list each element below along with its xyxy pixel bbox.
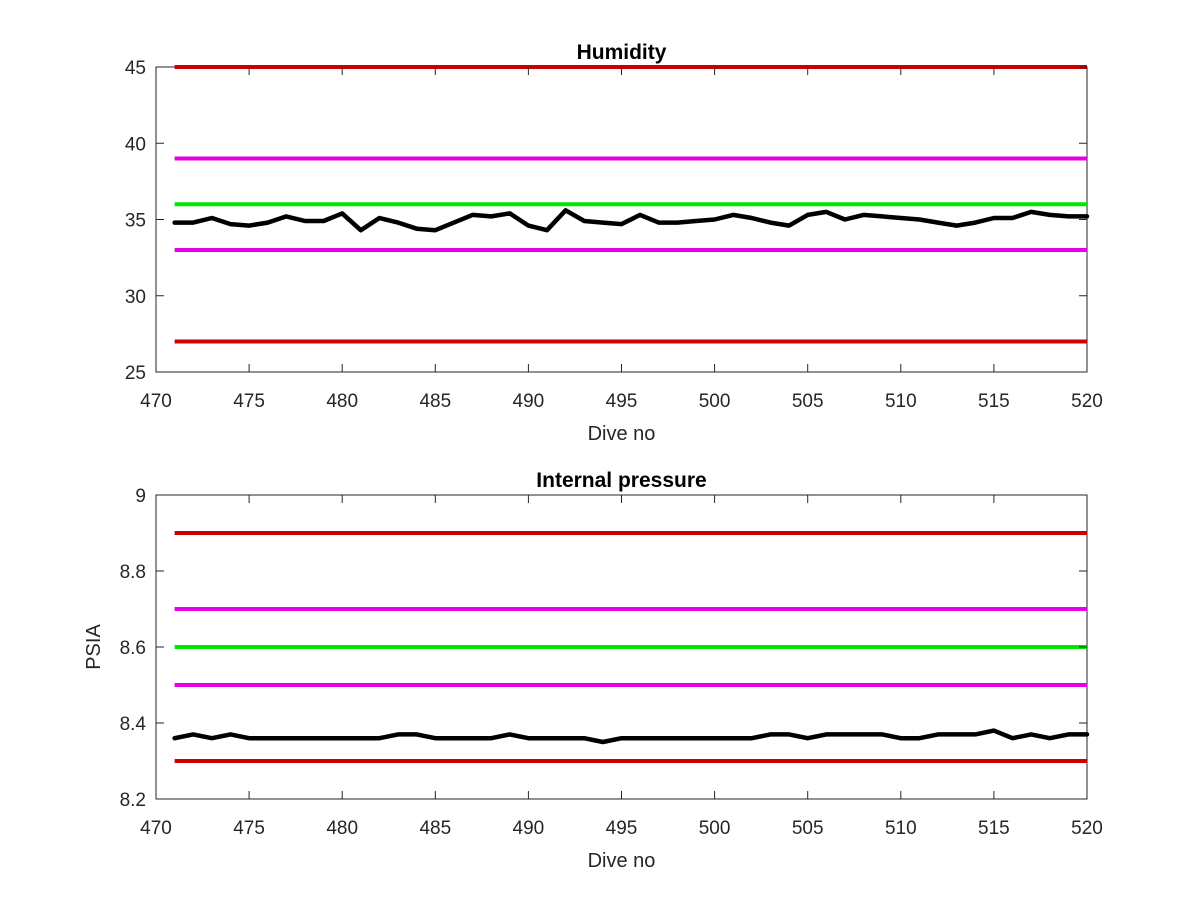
x-tick-label: 470: [140, 818, 172, 839]
x-tick-label: 500: [699, 391, 731, 412]
x-tick-label: 480: [326, 818, 358, 839]
y-tick-label: 8.6: [120, 638, 146, 659]
x-tick-label: 480: [326, 391, 358, 412]
x-tick-label: 490: [513, 391, 545, 412]
x-tick-label: 505: [792, 818, 824, 839]
x-tick-label: 485: [419, 818, 451, 839]
x-axis-label: Dive no: [588, 423, 656, 445]
x-tick-label: 510: [885, 818, 917, 839]
x-tick-label: 475: [233, 818, 265, 839]
x-tick-label: 495: [606, 391, 638, 412]
data-series-line: [172, 728, 1090, 745]
x-tick-label: 505: [792, 391, 824, 412]
y-tick-label: 35: [125, 211, 146, 232]
y-tick-label: 9: [135, 486, 146, 507]
x-tick-label: 470: [140, 391, 172, 412]
x-tick-label: 515: [978, 391, 1010, 412]
x-tick-label: 500: [699, 818, 731, 839]
y-tick-label: 40: [125, 134, 146, 155]
x-tick-label: 520: [1071, 818, 1103, 839]
y-tick-label: 8.4: [120, 714, 147, 735]
internal-pressure-panel: Internal pressure Dive no PSIA 470 475 480…: [83, 469, 1103, 872]
y-tick-label: 8.2: [120, 790, 146, 811]
x-tick-label: 520: [1071, 391, 1103, 412]
chart-title: Humidity: [577, 41, 667, 64]
y-tick-label: 8.8: [120, 562, 146, 583]
x-tick-label: 515: [978, 818, 1010, 839]
y-tick-label: 45: [125, 58, 146, 79]
x-axis-label: Dive no: [588, 850, 656, 872]
y-axis-label: PSIA: [83, 624, 105, 670]
x-tick-label: 495: [606, 818, 638, 839]
x-tick-label: 490: [513, 818, 545, 839]
x-tick-label: 510: [885, 391, 917, 412]
x-tick-label: 475: [233, 391, 265, 412]
y-tick-label: 30: [125, 287, 146, 308]
chart-title: Internal pressure: [536, 469, 706, 492]
y-tick-label: 25: [125, 363, 146, 384]
humidity-panel: Humidity Dive no 470 475 480 485 490 495 500 50…: [125, 41, 1103, 445]
x-tick-label: 485: [419, 391, 451, 412]
data-series-line: [172, 208, 1090, 233]
